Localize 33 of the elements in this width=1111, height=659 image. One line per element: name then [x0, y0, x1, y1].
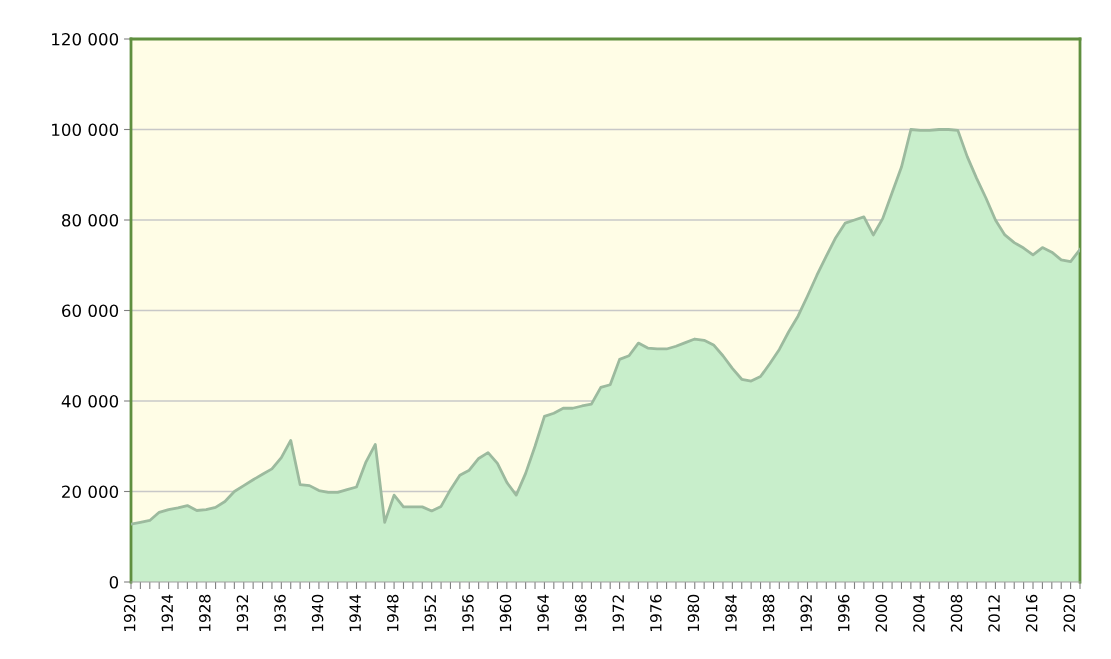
x-tick-label: 2020 [1063, 594, 1076, 632]
x-tick-label: 2000 [875, 594, 888, 632]
x-tick-label: 1996 [837, 594, 850, 632]
x-tick-label: 2012 [988, 595, 1000, 632]
x-tick-label: 1928 [199, 594, 211, 632]
x-tick-label: 1948 [386, 594, 399, 632]
x-tick-label: 1976 [650, 594, 662, 632]
x-tick-label: 1960 [499, 594, 512, 632]
y-tick-label: 20 000 [62, 485, 119, 499]
x-tick-label: 2008 [950, 594, 963, 632]
x-tick-label: 1940 [311, 594, 324, 632]
x-tick-label: 1936 [274, 594, 286, 632]
y-tick-label: 120 000 [52, 32, 119, 46]
x-tick-label: 1992 [800, 595, 812, 632]
x-tick-label: 1988 [762, 594, 775, 632]
x-tick-label: 1956 [462, 594, 474, 632]
x-tick-label: 1984 [725, 594, 737, 632]
y-tick-label: 0 [109, 575, 119, 589]
x-tick-label: 1952 [424, 595, 437, 632]
y-tick-label: 60 000 [62, 304, 119, 318]
x-tick-label: 1924 [161, 594, 174, 632]
x-tick-label: 2004 [913, 594, 925, 632]
x-tick-label: 1920 [123, 594, 136, 632]
x-tick-label: 1932 [236, 595, 249, 632]
x-tick-label: 1968 [574, 594, 587, 632]
x-tick-label: 1964 [537, 594, 549, 632]
y-tick-label: 100 000 [52, 123, 119, 137]
x-tick-label: 1944 [349, 594, 361, 632]
y-tick-label: 40 000 [61, 394, 119, 408]
x-tick-label: 1980 [687, 594, 700, 632]
x-tick-label: 2016 [1025, 594, 1038, 632]
y-tick-label: 80 000 [62, 213, 119, 227]
x-tick-label: 1972 [612, 595, 625, 632]
